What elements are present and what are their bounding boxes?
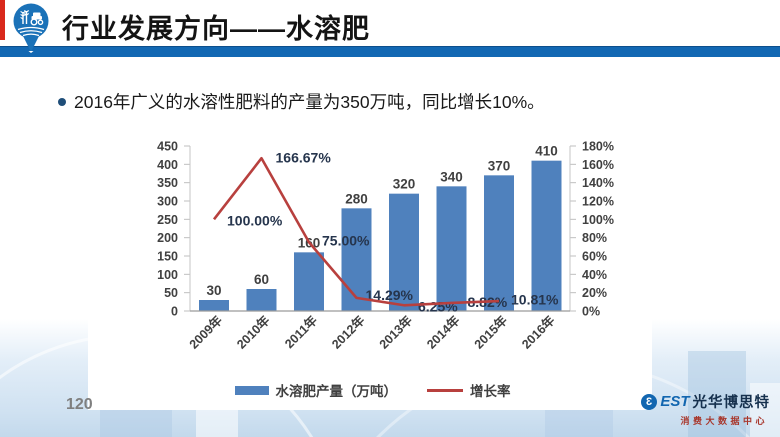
left-axis-tick: 200 bbox=[157, 231, 178, 245]
right-axis-tick: 20% bbox=[582, 286, 607, 300]
right-axis-tick: 40% bbox=[582, 268, 607, 282]
bar bbox=[389, 193, 419, 311]
bar bbox=[199, 300, 229, 311]
left-axis-tick: 250 bbox=[157, 213, 178, 227]
growth-rate-label: 6.25% bbox=[418, 298, 458, 314]
bar bbox=[294, 252, 324, 311]
bar-series-swatch bbox=[234, 385, 269, 395]
bar-value-label: 60 bbox=[254, 272, 269, 287]
right-axis-tick: 0% bbox=[582, 305, 600, 319]
right-axis-tick: 140% bbox=[582, 176, 614, 190]
left-axis-tick: 450 bbox=[157, 140, 178, 154]
logo-word: EST bbox=[660, 393, 690, 410]
building-silhouette bbox=[750, 383, 780, 437]
left-axis-tick: 350 bbox=[157, 176, 178, 190]
bar bbox=[484, 175, 514, 311]
right-axis-tick: 120% bbox=[582, 195, 614, 209]
left-axis-tick: 150 bbox=[157, 250, 178, 264]
combo-chart: 0 50 100 150 200 250 300 350 400 450 0% 20% 40% 60% 80… bbox=[157, 140, 614, 352]
right-axis-tick: 160% bbox=[582, 158, 614, 172]
legend-item-growth: 增长率 bbox=[427, 380, 511, 400]
company-logo: 3 EST 光华博思特 消费大数据中心 bbox=[641, 391, 770, 427]
left-axis-tick: 100 bbox=[157, 268, 178, 282]
bar-value-label: 30 bbox=[206, 283, 221, 298]
bullet-text: 2016年广义的水溶性肥料的产量为350万吨，同比增长10%。 bbox=[74, 92, 545, 112]
x-axis-category-label: 2011年 bbox=[281, 312, 320, 351]
bar bbox=[246, 289, 277, 311]
x-axis-category-label: 2012年 bbox=[329, 312, 368, 351]
bar-value-label: 280 bbox=[345, 191, 368, 206]
x-axis-category-label: 2009年 bbox=[186, 312, 225, 351]
right-axis-tick: 180% bbox=[582, 140, 614, 154]
page-number: 120 bbox=[66, 396, 93, 413]
bar-value-label: 370 bbox=[488, 158, 511, 173]
growth-rate-label: 75.00% bbox=[322, 232, 370, 248]
left-axis-tick: 50 bbox=[164, 286, 178, 300]
left-axis-tick: 300 bbox=[157, 195, 178, 209]
right-axis-tick: 60% bbox=[582, 250, 607, 264]
farm-location-pin-icon bbox=[11, 2, 51, 59]
bar-value-label: 410 bbox=[535, 144, 558, 159]
growth-rate-label: 166.67% bbox=[276, 150, 332, 166]
logo-brand-name: 光华博思特 bbox=[692, 395, 770, 411]
x-axis-category-label: 2013年 bbox=[376, 312, 415, 351]
x-axis-category-label: 2010年 bbox=[234, 312, 273, 351]
x-axis-category-label: 2016年 bbox=[519, 312, 558, 351]
left-red-accent-strip bbox=[0, 0, 5, 40]
chart-legend: 水溶肥产量（万吨） 增长率 bbox=[85, 380, 660, 400]
legend-label: 增长率 bbox=[470, 384, 511, 399]
best-logo-mark-icon: 3 bbox=[641, 393, 658, 410]
growth-line bbox=[212, 156, 500, 307]
right-axis-tick: 100% bbox=[582, 213, 614, 227]
bar bbox=[341, 208, 372, 311]
growth-rate-label: 100.00% bbox=[227, 212, 283, 228]
legend-item-production: 水溶肥产量（万吨） bbox=[234, 380, 398, 400]
title-underline-bar bbox=[0, 46, 780, 57]
bullet-dot-icon bbox=[58, 98, 66, 106]
page-title: 行业发展方向——水溶肥 bbox=[62, 14, 370, 44]
logo-subtitle: 消费大数据中心 bbox=[680, 416, 768, 426]
x-axis-category-label: 2014年 bbox=[424, 312, 463, 351]
bullet-item: 2016年广义的水溶性肥料的产量为350万吨，同比增长10%。 bbox=[58, 90, 738, 115]
left-axis-tick: 0 bbox=[171, 305, 178, 319]
right-axis-tick: 80% bbox=[582, 231, 607, 245]
bar-value-label: 340 bbox=[440, 169, 463, 184]
bar-value-label: 320 bbox=[393, 177, 416, 192]
legend-label: 水溶肥产量（万吨） bbox=[275, 384, 398, 399]
growth-rate-label: 14.29% bbox=[366, 287, 414, 303]
building-silhouette bbox=[688, 351, 746, 437]
left-axis-tick: 400 bbox=[157, 158, 178, 172]
x-axis-category-label: 2015年 bbox=[471, 312, 510, 351]
bar bbox=[436, 186, 467, 311]
growth-rate-label: 10.81% bbox=[511, 292, 559, 308]
line-series-swatch bbox=[427, 388, 463, 392]
bar bbox=[531, 160, 562, 311]
